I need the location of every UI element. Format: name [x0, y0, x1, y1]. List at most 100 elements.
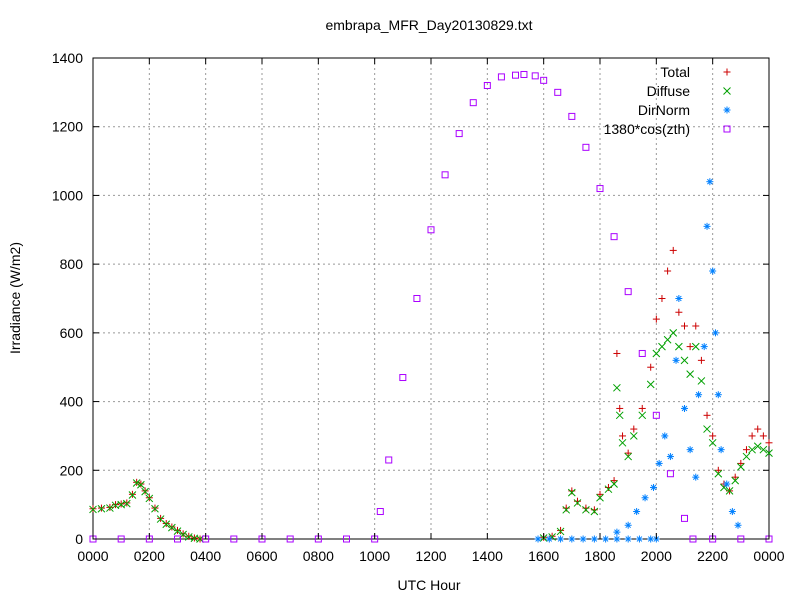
- point-total: [616, 404, 624, 412]
- point-1380-cos-zth-stroke: [568, 112, 576, 120]
- point-dirnorm-stroke: [715, 391, 722, 398]
- point-total: [557, 526, 565, 534]
- point-dirnorm: [534, 535, 542, 543]
- y-axis-label: Irradiance (W/m2): [7, 242, 23, 354]
- point-1380-cos-zth: [582, 143, 590, 151]
- point-total: [582, 504, 590, 512]
- point-1380-cos-zth: [531, 72, 539, 80]
- y-tick-label: 1000: [52, 187, 83, 203]
- point-total: [748, 432, 756, 440]
- point-total: [709, 432, 717, 440]
- legend-marker-1380-cos-zth-stroke: [723, 125, 731, 133]
- point-diffuse-stroke: [669, 329, 678, 337]
- point-1380-cos-zth: [681, 514, 688, 522]
- point-1380-cos-zth: [441, 171, 449, 179]
- point-dirnorm-stroke: [681, 405, 688, 412]
- point-1380-cos-zth-stroke: [681, 514, 688, 522]
- point-dirnorm: [633, 508, 641, 516]
- y-tick-label: 200: [60, 462, 84, 478]
- point-diffuse-stroke: [748, 445, 756, 454]
- point-1380-cos-zth-stroke: [376, 508, 384, 516]
- point-dirnorm-stroke: [650, 484, 657, 491]
- point-diffuse: [714, 469, 723, 478]
- legend-marker-dirnorm: [723, 106, 731, 114]
- point-1380-cos-zth-stroke: [638, 349, 646, 357]
- point-1380-cos-zth: [427, 226, 435, 234]
- point-1380-cos-zth: [399, 374, 407, 382]
- point-diffuse: [173, 527, 182, 535]
- point-dirnorm-stroke: [729, 508, 736, 515]
- point-diffuse-stroke: [652, 349, 661, 358]
- point-diffuse: [658, 342, 666, 351]
- point-diffuse: [686, 370, 694, 378]
- legend-label-total: Total: [660, 64, 690, 80]
- point-diffuse: [162, 520, 171, 529]
- point-total: [692, 322, 700, 330]
- point-diffuse: [141, 487, 149, 496]
- point-1380-cos-zth: [469, 99, 477, 107]
- point-total: [765, 439, 773, 447]
- point-1380-cos-zth: [376, 508, 384, 516]
- point-diffuse: [596, 493, 604, 502]
- point-dirnorm: [655, 459, 663, 467]
- series-diffuse: [89, 329, 773, 543]
- point-dirnorm-stroke: [667, 453, 674, 460]
- point-diffuse-stroke: [573, 499, 582, 507]
- point-1380-cos-zth: [385, 456, 393, 464]
- point-1380-cos-zth: [413, 295, 421, 302]
- point-dirnorm: [675, 295, 683, 302]
- legend-marker-dirnorm-stroke: [724, 107, 730, 113]
- x-tick-label: 1600: [528, 548, 559, 564]
- point-dirnorm-stroke: [636, 536, 643, 542]
- x-tick-label: 0400: [190, 548, 221, 564]
- point-diffuse: [615, 411, 624, 420]
- point-1380-cos-zth: [689, 535, 697, 543]
- point-diffuse-stroke: [629, 432, 638, 440]
- point-total: [703, 411, 711, 419]
- point-1380-cos-zth-stroke: [554, 88, 562, 96]
- point-diffuse-stroke: [141, 487, 149, 496]
- point-diffuse-stroke: [675, 342, 683, 351]
- point-dirnorm: [686, 446, 694, 454]
- point-diffuse-stroke: [691, 342, 700, 351]
- x-tick-label: 1400: [472, 548, 503, 564]
- point-diffuse-stroke: [132, 479, 141, 487]
- point-total: [754, 425, 762, 433]
- point-diffuse-stroke: [184, 533, 193, 541]
- point-dirnorm: [590, 535, 598, 543]
- point-diffuse-stroke: [613, 383, 621, 392]
- point-total: [596, 490, 604, 498]
- point-diffuse-stroke: [173, 527, 182, 535]
- point-dirnorm: [602, 535, 610, 543]
- point-diffuse: [742, 452, 751, 461]
- point-dirnorm-stroke: [656, 460, 662, 467]
- point-1380-cos-zth: [230, 535, 238, 543]
- point-1380-cos-zth-stroke: [497, 73, 505, 81]
- legend-marker-total: [723, 68, 731, 76]
- point-diffuse-stroke: [742, 452, 751, 461]
- point-dirnorm: [711, 329, 719, 337]
- point-dirnorm-stroke: [614, 536, 620, 542]
- point-dirnorm-stroke: [633, 508, 640, 515]
- point-diffuse: [691, 342, 700, 351]
- point-dirnorm-stroke: [673, 357, 679, 364]
- point-diffuse-stroke: [106, 504, 114, 512]
- y-tick-label: 600: [60, 325, 84, 341]
- point-diffuse-stroke: [680, 356, 689, 365]
- point-dirnorm-stroke: [718, 446, 724, 453]
- point-dirnorm-stroke: [602, 536, 609, 542]
- point-diffuse: [145, 494, 154, 503]
- point-diffuse: [759, 445, 768, 454]
- point-diffuse-stroke: [556, 527, 565, 536]
- point-dirnorm-stroke: [535, 536, 541, 542]
- point-1380-cos-zth-stroke: [596, 185, 604, 193]
- point-total: [669, 246, 677, 254]
- point-diffuse-stroke: [582, 505, 590, 514]
- point-1380-cos-zth-stroke: [117, 535, 125, 543]
- point-diffuse-stroke: [111, 501, 120, 510]
- point-diffuse-stroke: [618, 438, 627, 447]
- point-dirnorm-stroke: [661, 433, 668, 439]
- point-total: [638, 404, 646, 412]
- point-dirnorm: [703, 222, 711, 230]
- point-dirnorm: [624, 521, 632, 529]
